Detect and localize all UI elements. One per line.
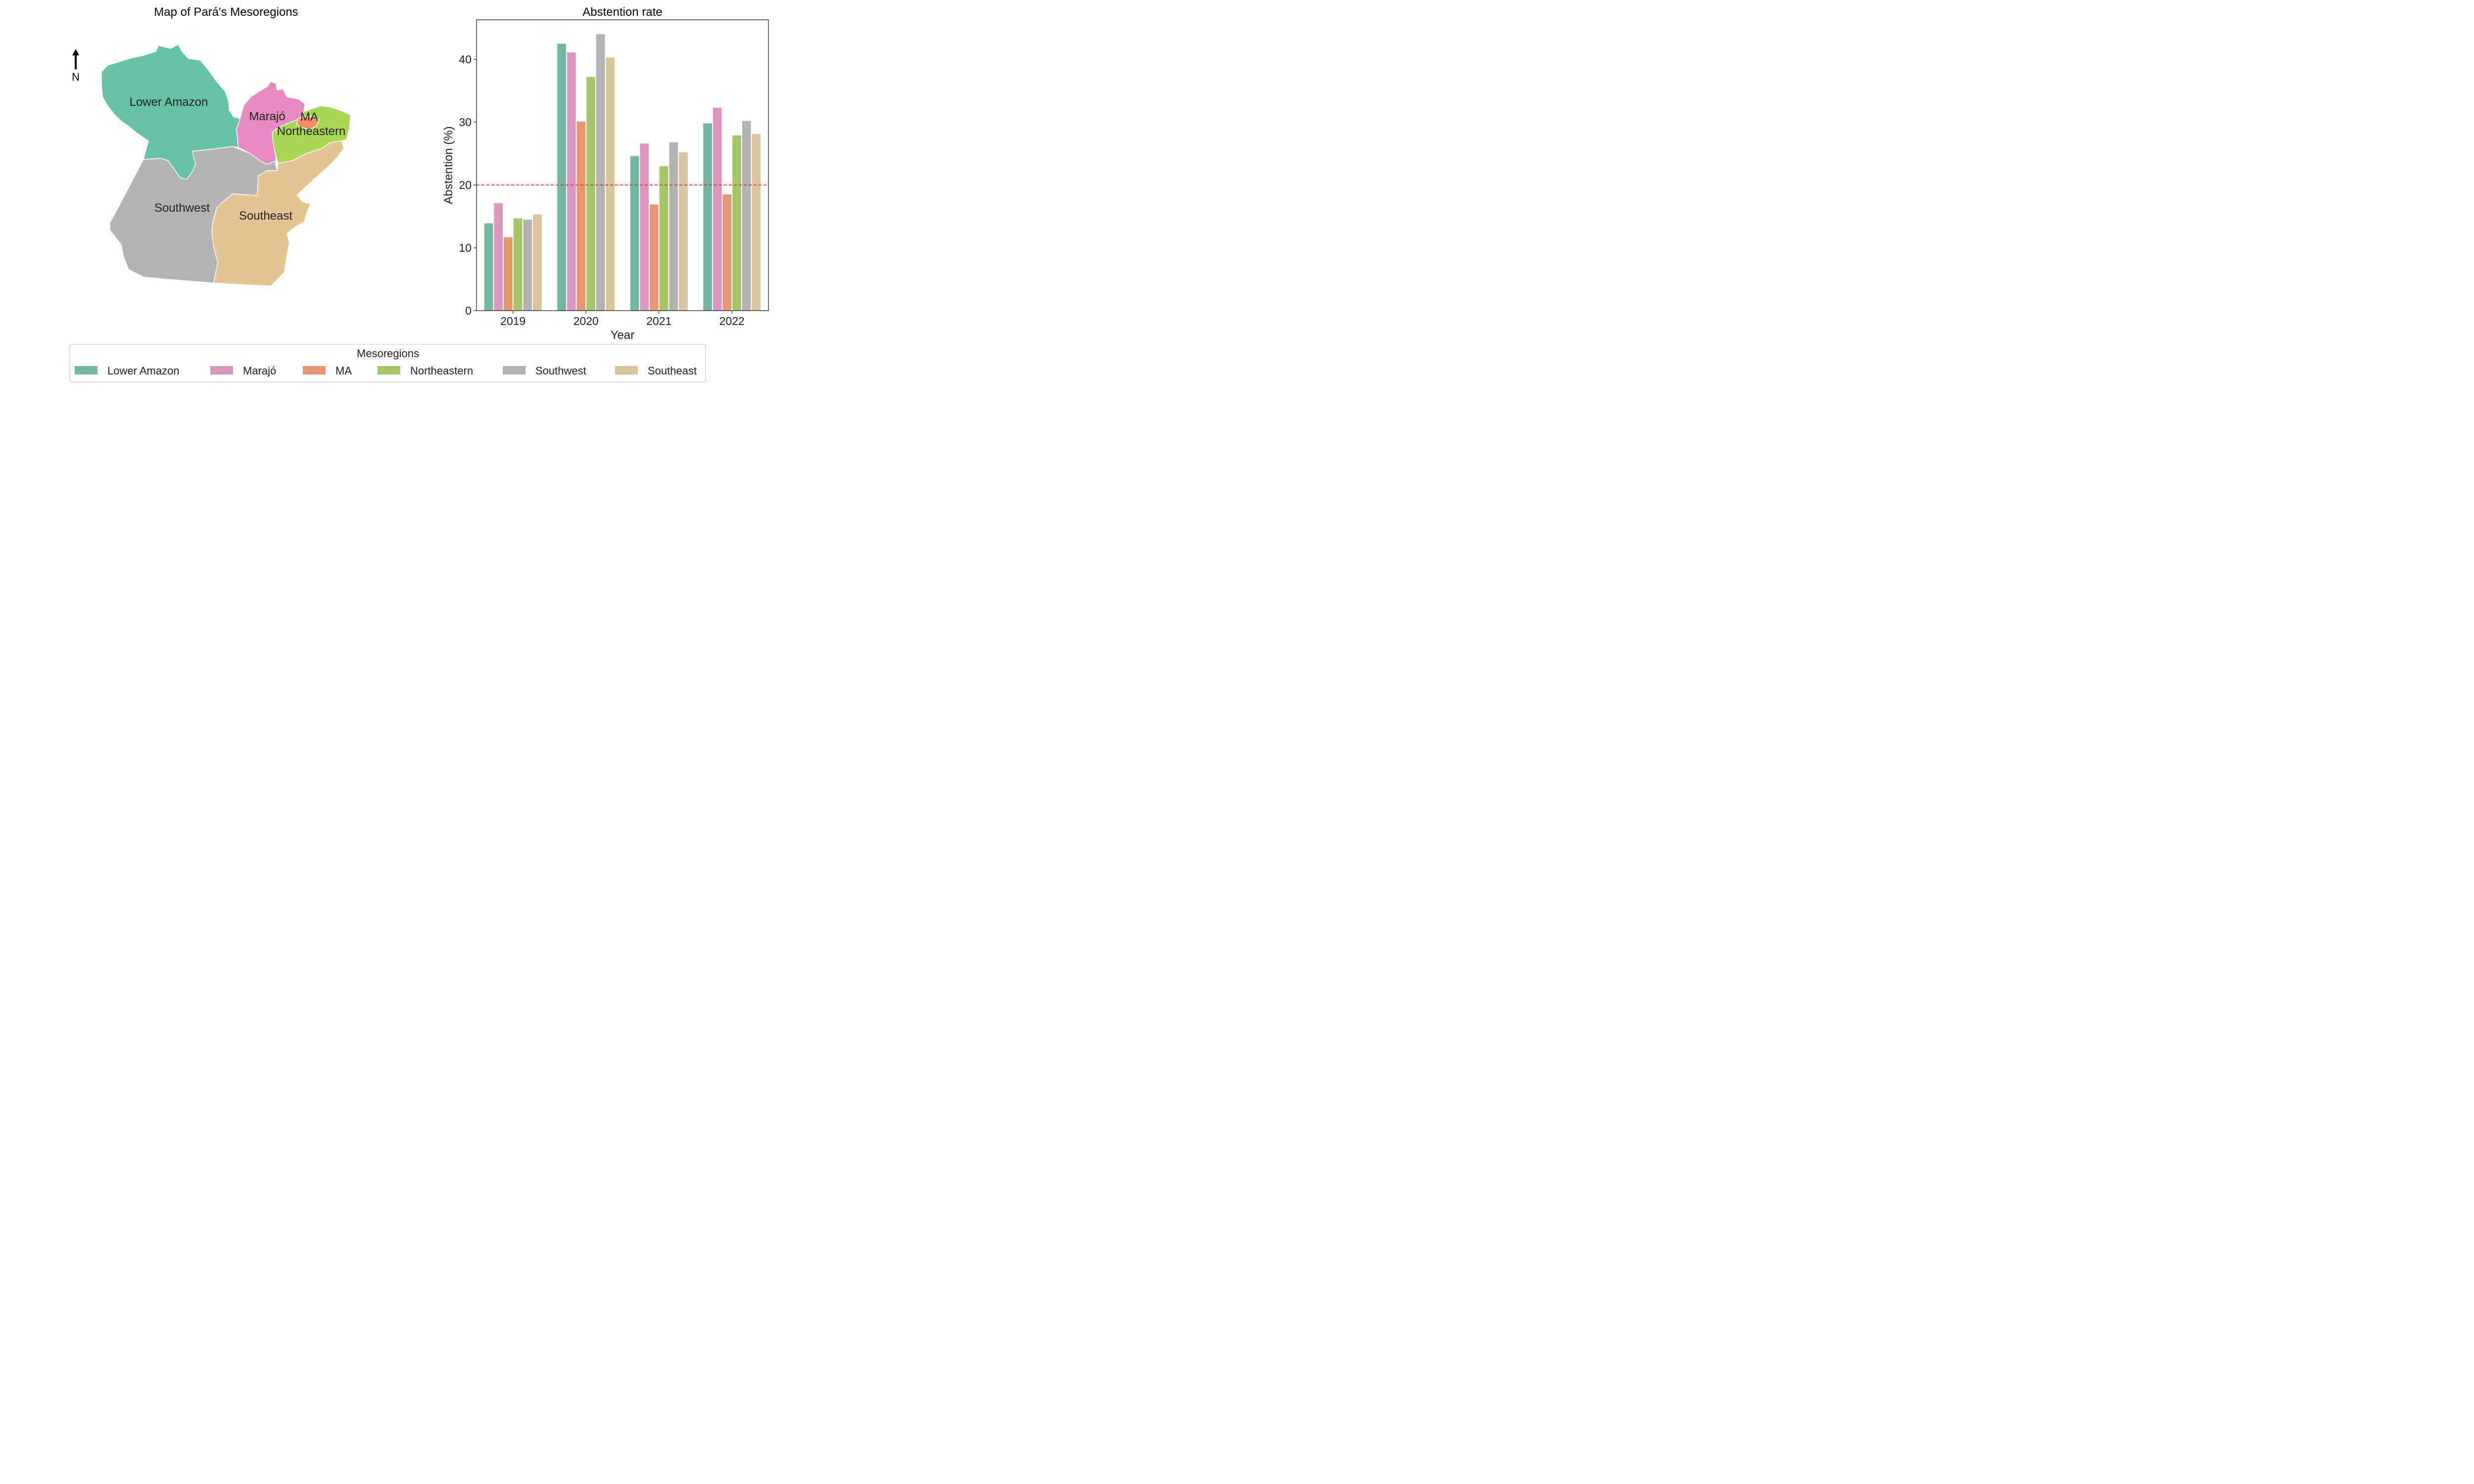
bar-series-group (484, 34, 761, 311)
legend-label: Southeast (648, 365, 697, 377)
legend-item-southeast: Southeast (615, 365, 697, 377)
region-label-northeastern: Northeastern (277, 125, 346, 138)
legend-item-lower-amazon: Lower Amazon (75, 365, 180, 377)
legend-label: Northeastern (410, 365, 473, 377)
north-arrow-icon (72, 49, 79, 69)
x-tick-label: 2019 (500, 315, 525, 327)
bar-northeastern-2019 (513, 218, 523, 311)
chart-title: Abstention rate (582, 5, 662, 19)
x-axis-ticks: 2019 2020 2021 2022 (500, 311, 745, 327)
y-tick-label: 20 (459, 179, 472, 191)
map-panel: Map of Pará's Mesoregions N Lower Amazon… (72, 5, 351, 286)
bar-northeastern-2021 (659, 166, 668, 311)
legend-swatch (210, 366, 233, 374)
plot-frame (476, 19, 769, 311)
bar-southeast-2019 (533, 214, 542, 311)
legend-swatch (378, 366, 400, 374)
figure-canvas: Map of Pará's Mesoregions N Lower Amazon… (69, 5, 769, 382)
region-label-ma: MA (300, 110, 318, 124)
region-label-marajo: Marajó (249, 110, 285, 123)
x-tick-label: 2020 (573, 315, 599, 327)
legend-label: Southwest (535, 365, 586, 377)
bar-southeast-2022 (752, 134, 761, 311)
bar-southwest-2022 (742, 121, 751, 311)
legend-title: Mesoregions (357, 347, 419, 360)
y-tick-label: 10 (459, 241, 472, 254)
bar-lower-amazon-2020 (557, 44, 566, 311)
bar-lower-amazon-2021 (630, 156, 639, 311)
legend-items: Lower Amazon Marajó MA Northeastern Southwes… (75, 365, 697, 377)
bar-southwest-2021 (669, 142, 678, 311)
legend-swatch (503, 366, 525, 374)
bar-southwest-2020 (596, 34, 605, 311)
y-tick-label: 40 (459, 53, 472, 66)
legend-item-northeastern: Northeastern (378, 365, 473, 377)
legend-item-southwest: Southwest (503, 365, 586, 377)
bar-southwest-2019 (523, 219, 532, 311)
region-northeastern (272, 105, 351, 164)
legend-swatch (75, 366, 97, 374)
region-ma (296, 116, 320, 130)
region-label-lower-amazon: Lower Amazon (130, 95, 208, 109)
legend-label: Marajó (243, 365, 276, 377)
x-tick-label: 2022 (719, 315, 745, 327)
bar-ma-2019 (504, 237, 513, 311)
map-title: Map of Pará's Mesoregions (154, 5, 298, 19)
legend-label: Lower Amazon (107, 365, 180, 377)
bar-northeastern-2022 (732, 135, 741, 311)
bar-northeastern-2020 (586, 77, 595, 311)
y-tick-label: 0 (465, 304, 472, 317)
bar-maraj--2021 (640, 143, 649, 311)
region-label-southwest: Southwest (154, 201, 210, 215)
legend-item-maraj-: Marajó (210, 365, 276, 377)
legend-label: MA (335, 365, 352, 377)
bar-ma-2022 (722, 194, 732, 311)
bar-maraj--2022 (713, 107, 722, 311)
x-tick-label: 2021 (646, 315, 671, 327)
bar-southeast-2021 (679, 152, 688, 311)
legend: Mesoregions Lower Amazon Marajó MA Northeas… (69, 344, 706, 382)
bar-ma-2020 (576, 121, 586, 311)
north-label: N (72, 71, 80, 83)
legend-swatch (615, 366, 638, 374)
bar-ma-2021 (650, 204, 659, 311)
bar-southeast-2020 (606, 57, 615, 311)
bar-lower-amazon-2022 (703, 123, 712, 311)
y-tick-label: 30 (459, 116, 472, 129)
bar-maraj--2019 (494, 203, 503, 311)
bar-lower-amazon-2019 (484, 223, 493, 311)
legend-swatch (303, 366, 326, 374)
region-label-southeast: Southeast (239, 209, 292, 223)
bar-maraj--2020 (567, 52, 576, 311)
y-axis-ticks: 0 10 20 30 40 (459, 53, 476, 317)
y-axis-label: Abstention (%) (442, 126, 455, 204)
x-axis-label: Year (611, 328, 635, 342)
legend-item-ma: MA (303, 365, 352, 377)
